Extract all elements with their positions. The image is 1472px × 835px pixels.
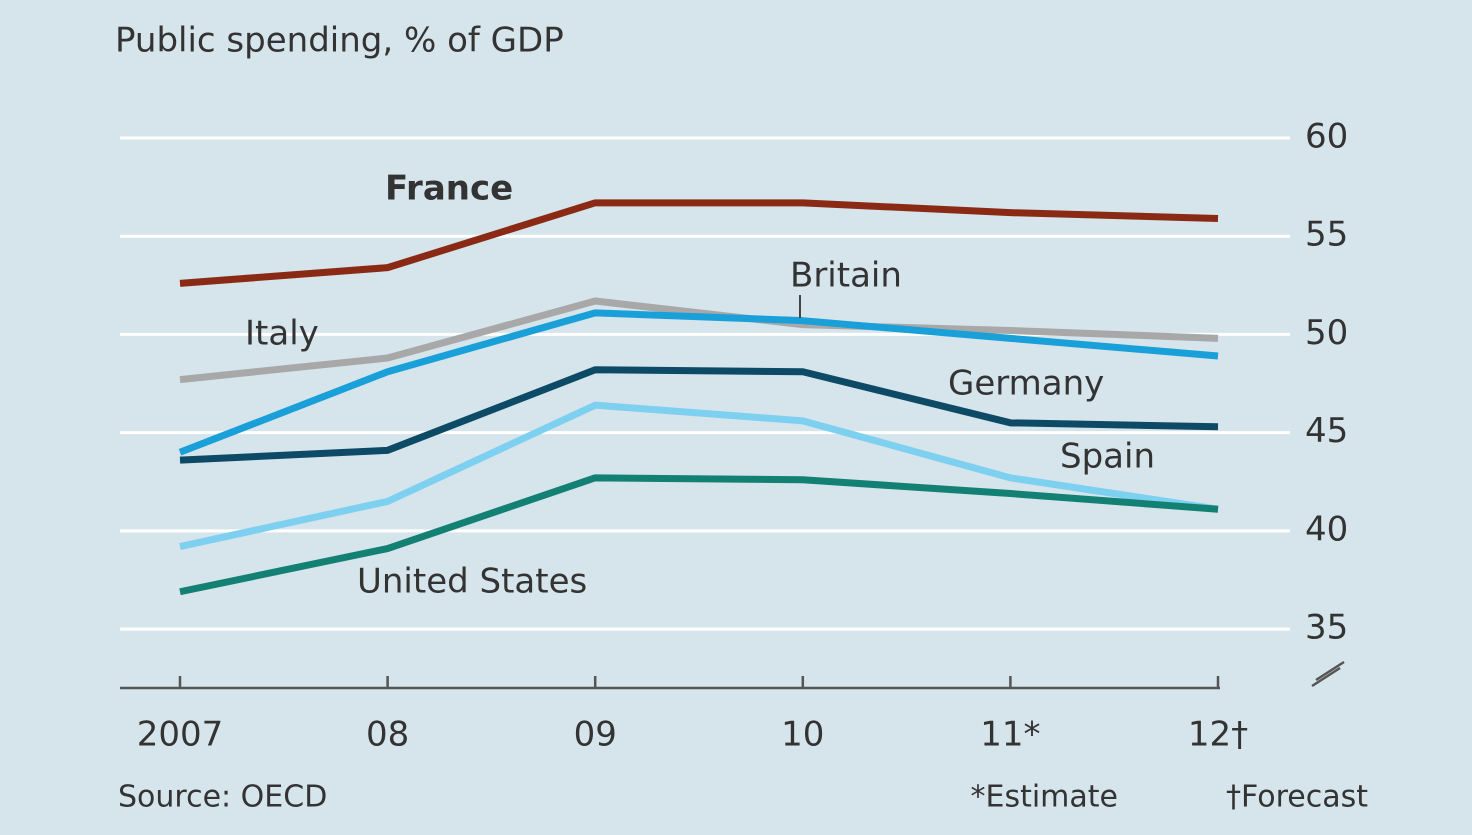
series-label: Spain bbox=[1060, 437, 1155, 477]
x-tick-label: 11* bbox=[980, 715, 1040, 755]
series-label: Italy bbox=[245, 314, 319, 354]
series-label: France bbox=[385, 169, 513, 209]
y-tick-label: 40 bbox=[1305, 509, 1348, 549]
y-tick-label: 45 bbox=[1305, 411, 1348, 451]
y-tick-label: 50 bbox=[1305, 313, 1348, 353]
series-line bbox=[179, 474, 1219, 596]
y-tick-label: 55 bbox=[1305, 215, 1348, 255]
y-tick-label: 35 bbox=[1305, 608, 1348, 648]
x-tick-label: 2007 bbox=[137, 715, 224, 755]
note: †Forecast bbox=[1226, 780, 1368, 815]
axis-break bbox=[1311, 660, 1345, 688]
note: *Estimate bbox=[970, 780, 1118, 815]
series-label: United States bbox=[357, 562, 587, 602]
series-line bbox=[179, 199, 1219, 287]
x-tick-label: 09 bbox=[574, 715, 617, 755]
series-line bbox=[179, 297, 1219, 384]
series-line bbox=[179, 366, 1219, 464]
x-tick-label: 08 bbox=[366, 715, 409, 755]
series-label: Britain bbox=[790, 256, 902, 296]
source: Source: OECD bbox=[118, 780, 327, 815]
y-tick-label: 60 bbox=[1305, 117, 1348, 157]
series-line bbox=[179, 401, 1219, 550]
chart-title: Public spending, % of GDP bbox=[115, 21, 564, 61]
x-tick-label: 12† bbox=[1188, 715, 1248, 755]
series-label: Germany bbox=[948, 364, 1104, 404]
series-line bbox=[178, 309, 1219, 456]
x-tick-label: 10 bbox=[781, 715, 824, 755]
